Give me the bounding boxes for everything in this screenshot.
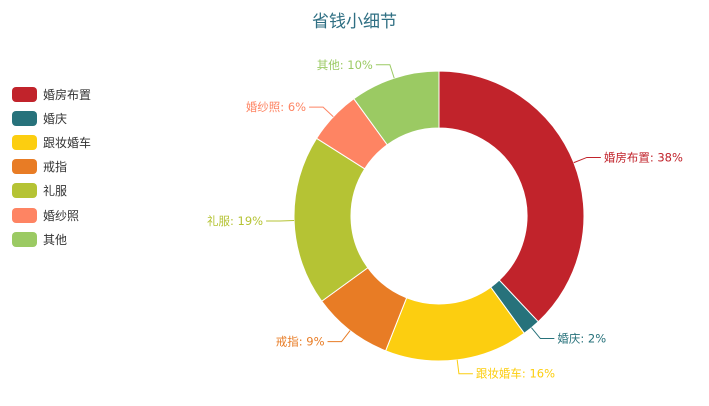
slice-label: 婚纱照: 6%	[246, 100, 306, 114]
legend-swatch	[12, 231, 37, 247]
legend-item[interactable]: 其他	[12, 227, 91, 251]
legend-item[interactable]: 婚房布置	[12, 82, 91, 106]
donut-slice[interactable]	[353, 70, 440, 146]
legend-item[interactable]: 婚庆	[12, 106, 91, 130]
legend-swatch	[12, 159, 37, 175]
legend: 婚房布置婚庆跟妆婚车戒指礼服婚纱照其他	[12, 82, 91, 251]
legend-swatch	[12, 110, 37, 126]
legend-item[interactable]: 婚纱照	[12, 203, 91, 227]
label-leader-line	[531, 327, 555, 340]
legend-label: 其他	[43, 232, 68, 247]
donut-slice[interactable]	[438, 70, 585, 323]
legend-swatch	[12, 86, 37, 102]
legend-item[interactable]: 戒指	[12, 155, 91, 179]
legend-item[interactable]: 礼服	[12, 179, 91, 203]
legend-label: 婚庆	[43, 111, 68, 126]
legend-label: 婚纱照	[43, 208, 80, 223]
slice-label: 礼服: 19%	[207, 214, 263, 228]
legend-item[interactable]: 跟妆婚车	[12, 130, 91, 154]
legend-swatch	[12, 183, 37, 199]
legend-label: 跟妆婚车	[43, 135, 92, 150]
slice-label: 戒指: 9%	[276, 335, 325, 349]
chart-title: 省钱小细节	[312, 12, 397, 32]
slice-label: 婚房布置: 38%	[604, 150, 683, 164]
label-leader-line	[309, 106, 334, 118]
label-leader-line	[375, 64, 395, 79]
legend-label: 礼服	[43, 184, 68, 199]
slice-label: 跟妆婚车: 16%	[476, 367, 555, 381]
label-leader-line	[573, 156, 601, 164]
label-leader-line	[456, 359, 473, 375]
slice-label: 其他: 10%	[317, 58, 373, 72]
legend-label: 婚房布置	[43, 87, 92, 102]
legend-swatch	[12, 134, 37, 150]
label-leader-line	[327, 330, 351, 343]
slice-label: 婚庆: 2%	[557, 332, 606, 346]
legend-label: 戒指	[43, 160, 68, 175]
legend-swatch	[12, 207, 37, 223]
